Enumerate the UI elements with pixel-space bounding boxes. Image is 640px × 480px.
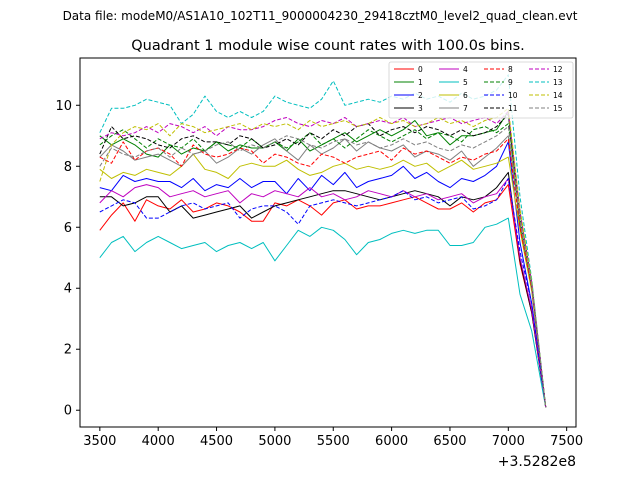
- legend-label-1: 1: [418, 78, 423, 87]
- y-tick-label: 10: [55, 99, 72, 114]
- series-line-0: [99, 184, 547, 408]
- legend-label-0: 0: [418, 65, 423, 74]
- legend-label-2: 2: [418, 91, 423, 100]
- series-line-5: [99, 217, 547, 408]
- legend-label-8: 8: [508, 65, 513, 74]
- series-line-4: [99, 178, 547, 408]
- legend-label-3: 3: [418, 104, 423, 113]
- series-line-1: [99, 110, 547, 408]
- chart-title: Quadrant 1 module wise count rates with …: [131, 38, 525, 54]
- x-offset-label: +3.5282e8: [498, 454, 576, 470]
- legend-label-6: 6: [463, 91, 468, 100]
- x-tick-label: 6000: [375, 434, 408, 449]
- series-line-10: [99, 178, 547, 408]
- x-tick-label: 5500: [317, 434, 350, 449]
- x-tick-label: 3500: [83, 434, 116, 449]
- legend-label-11: 11: [508, 104, 518, 113]
- legend-label-9: 9: [508, 78, 513, 87]
- series-line-9: [99, 123, 547, 408]
- y-tick-label: 0: [64, 404, 72, 419]
- y-tick-label: 4: [64, 282, 72, 297]
- legend-label-7: 7: [463, 104, 468, 113]
- series-line-11: [99, 113, 547, 408]
- legend-label-10: 10: [508, 91, 518, 100]
- series-line-12: [99, 110, 547, 408]
- legend-box: [388, 61, 574, 119]
- legend-label-4: 4: [463, 65, 468, 74]
- legend-label-5: 5: [463, 78, 468, 87]
- y-tick-label: 2: [64, 343, 72, 358]
- x-tick-label: 6500: [433, 434, 466, 449]
- x-tick-label: 7500: [550, 434, 583, 449]
- x-tick-label: 7000: [492, 434, 525, 449]
- chart-suptitle: Data file: modeM0/AS1A10_102T11_90000042…: [63, 9, 578, 23]
- series-line-8: [99, 138, 547, 408]
- x-tick-label: 4500: [200, 434, 233, 449]
- legend-label-15: 15: [553, 104, 563, 113]
- series-line-14: [99, 107, 547, 408]
- axis-ticks: 3500 4000 4500 5000 5500 6000 6500 7000 7500 0 2 4 6…: [55, 99, 583, 449]
- series-line-2: [99, 141, 547, 408]
- x-tick-label: 5000: [258, 434, 291, 449]
- x-tick-label: 4000: [142, 434, 175, 449]
- axes-frame: [79, 57, 577, 428]
- legend-label-13: 13: [553, 78, 563, 87]
- legend-label-14: 14: [553, 91, 563, 100]
- legend-label-12: 12: [553, 65, 563, 74]
- plot-area: [99, 74, 547, 408]
- y-tick-label: 6: [64, 221, 72, 236]
- y-tick-label: 8: [64, 160, 72, 175]
- series-line-15: [99, 126, 547, 408]
- series-line-6: [99, 153, 547, 408]
